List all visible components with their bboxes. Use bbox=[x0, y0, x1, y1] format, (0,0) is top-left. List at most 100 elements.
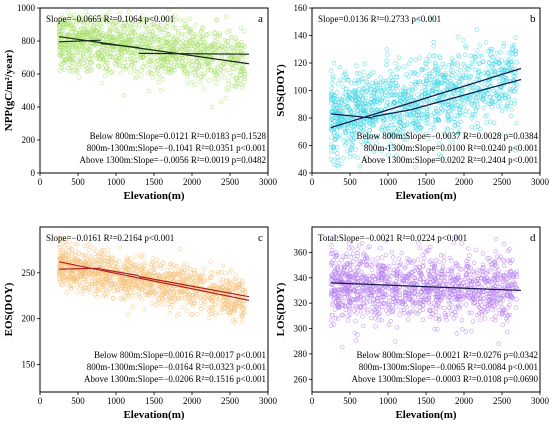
scatter-point bbox=[470, 296, 476, 301]
x-axis-label: Elevation(m) bbox=[395, 190, 456, 202]
scatter-point bbox=[218, 277, 223, 283]
scatter-point bbox=[506, 272, 511, 278]
scatter-point bbox=[218, 66, 224, 72]
scatter-point bbox=[163, 295, 169, 300]
scatter-point bbox=[213, 52, 219, 58]
scatter-point bbox=[108, 28, 113, 33]
scatter-point bbox=[132, 75, 138, 81]
scatter-point bbox=[200, 74, 206, 79]
scatter-point bbox=[385, 125, 390, 131]
scatter-point bbox=[341, 78, 346, 83]
scatter-point bbox=[193, 23, 198, 28]
scatter-point bbox=[379, 92, 385, 97]
scatter-point bbox=[64, 290, 69, 295]
scatter-point bbox=[493, 318, 498, 323]
scatter-point bbox=[230, 299, 236, 304]
scatter-point bbox=[450, 139, 455, 145]
scatter-point bbox=[497, 296, 502, 301]
scatter-point bbox=[364, 139, 369, 144]
scatter-point bbox=[117, 11, 122, 17]
scatter-point bbox=[67, 49, 72, 54]
scatter-point bbox=[229, 45, 234, 51]
scatter-point bbox=[347, 154, 352, 160]
scatter-point bbox=[384, 123, 389, 129]
scatter-point bbox=[492, 69, 498, 75]
scatter-point bbox=[455, 34, 461, 40]
scatter-point bbox=[191, 67, 197, 73]
scatter-point bbox=[63, 249, 69, 255]
scatter-point bbox=[160, 297, 166, 302]
scatter-point bbox=[415, 72, 421, 77]
scatter-point bbox=[330, 302, 335, 307]
scatter-point bbox=[181, 279, 187, 285]
scatter-point bbox=[57, 28, 62, 33]
scatter-point bbox=[475, 104, 480, 109]
scatter-point bbox=[481, 59, 486, 65]
scatter-point bbox=[169, 275, 174, 281]
scatter-point bbox=[76, 33, 82, 38]
scatter-point bbox=[198, 274, 204, 279]
scatter-point bbox=[99, 47, 104, 53]
scatter-point bbox=[346, 114, 351, 119]
scatter-point bbox=[232, 284, 238, 289]
scatter-point bbox=[386, 263, 392, 269]
scatter-point bbox=[180, 31, 185, 37]
scatter-point bbox=[336, 260, 342, 266]
scatter-point bbox=[384, 275, 389, 280]
scatter-point bbox=[491, 54, 496, 60]
scatter-point bbox=[180, 59, 185, 64]
scatter-point bbox=[413, 164, 418, 170]
scatter-point bbox=[353, 130, 358, 136]
scatter-point bbox=[473, 55, 478, 60]
scatter-point bbox=[143, 52, 149, 57]
x-tick-label: 0 bbox=[38, 177, 43, 187]
scatter-point bbox=[489, 100, 494, 105]
scatter-point bbox=[399, 115, 404, 120]
scatter-point bbox=[156, 71, 161, 77]
scatter-point bbox=[417, 125, 422, 130]
scatter-point bbox=[134, 74, 140, 80]
scatter-point bbox=[135, 69, 140, 75]
scatter-point bbox=[373, 316, 378, 321]
scatter-point bbox=[105, 247, 111, 252]
scatter-point bbox=[106, 18, 112, 23]
scatter-point bbox=[469, 329, 474, 334]
scatter-point bbox=[501, 41, 507, 46]
scatter-point bbox=[165, 301, 170, 307]
scatter-point bbox=[346, 241, 352, 246]
scatter-point bbox=[190, 79, 195, 85]
scatter-point bbox=[74, 19, 79, 25]
scatter-point bbox=[338, 299, 344, 304]
scatter-point bbox=[368, 84, 373, 90]
scatter-point bbox=[435, 66, 441, 72]
scatter-point bbox=[128, 256, 133, 261]
scatter-point bbox=[405, 260, 411, 265]
scatter-point bbox=[343, 86, 349, 92]
scatter-point bbox=[455, 281, 461, 286]
panel-d: 0 500 1000 1500 2000 2500 30002602803003203403… bbox=[275, 226, 550, 421]
scatter-point bbox=[193, 37, 198, 43]
x-tick-label: 0 bbox=[38, 396, 43, 406]
scatter-point bbox=[80, 16, 86, 21]
scatter-point bbox=[498, 254, 503, 259]
scatter-point bbox=[126, 312, 131, 317]
scatter-point bbox=[502, 93, 507, 99]
scatter-point bbox=[203, 32, 209, 38]
scatter-point bbox=[199, 29, 204, 34]
scatter-point bbox=[105, 252, 111, 257]
scatter-point bbox=[385, 146, 391, 151]
scatter-point bbox=[80, 46, 85, 51]
scatter-point bbox=[357, 164, 363, 169]
scatter-point bbox=[60, 270, 66, 276]
x-tick-label: 1500 bbox=[145, 177, 164, 187]
scatter-point bbox=[187, 16, 192, 21]
scatter-point bbox=[451, 240, 456, 246]
scatter-point bbox=[452, 291, 457, 296]
scatter-point bbox=[240, 280, 245, 286]
scatter-point bbox=[383, 90, 389, 95]
scatter-points bbox=[328, 234, 520, 350]
scatter-point bbox=[225, 44, 230, 49]
scatter-point bbox=[97, 30, 103, 36]
y-axis-label: SOS(DOY) bbox=[275, 64, 287, 117]
scatter-point bbox=[220, 284, 226, 289]
